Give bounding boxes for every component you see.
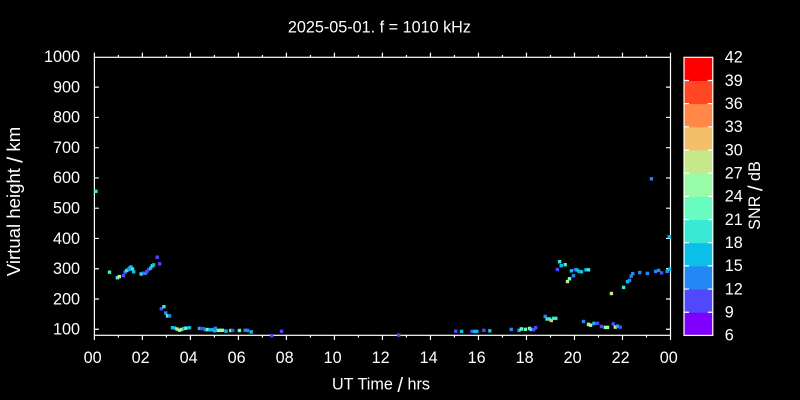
svg-text:SNR / dB: SNR / dB	[744, 161, 767, 230]
svg-text:22: 22	[612, 349, 630, 367]
svg-text:10: 10	[324, 349, 342, 367]
svg-text:600: 600	[53, 169, 80, 187]
svg-text:300: 300	[53, 260, 80, 278]
svg-text:UT Time / hrs: UT Time / hrs	[332, 374, 430, 397]
svg-text:36: 36	[725, 95, 743, 113]
svg-text:18: 18	[725, 234, 743, 252]
svg-text:27: 27	[725, 164, 743, 182]
svg-text:1000: 1000	[44, 48, 80, 66]
svg-text:20: 20	[564, 349, 582, 367]
svg-text:2025-05-01. f = 1010 kHz: 2025-05-01. f = 1010 kHz	[288, 19, 471, 37]
svg-text:42: 42	[725, 49, 743, 67]
svg-text:500: 500	[53, 200, 80, 218]
svg-text:00: 00	[84, 349, 102, 367]
svg-text:08: 08	[276, 349, 294, 367]
svg-text:06: 06	[228, 349, 246, 367]
svg-text:16: 16	[468, 349, 486, 367]
svg-text:12: 12	[725, 280, 743, 298]
svg-text:30: 30	[725, 141, 743, 159]
svg-text:400: 400	[53, 230, 80, 248]
svg-text:200: 200	[53, 290, 80, 308]
svg-text:9: 9	[725, 304, 734, 322]
svg-text:100: 100	[53, 321, 80, 339]
svg-text:12: 12	[372, 349, 390, 367]
svg-text:15: 15	[725, 257, 743, 275]
svg-text:900: 900	[53, 78, 80, 96]
svg-text:18: 18	[516, 349, 534, 367]
svg-text:6: 6	[725, 327, 734, 345]
svg-text:39: 39	[725, 72, 743, 90]
svg-text:700: 700	[53, 139, 80, 157]
svg-text:Virtual height / km: Virtual height / km	[3, 127, 28, 276]
svg-text:21: 21	[725, 211, 743, 229]
svg-text:33: 33	[725, 118, 743, 136]
svg-text:02: 02	[132, 349, 150, 367]
svg-text:14: 14	[420, 349, 438, 367]
svg-text:800: 800	[53, 109, 80, 127]
svg-text:24: 24	[725, 188, 743, 206]
svg-text:04: 04	[180, 349, 198, 367]
svg-text:00: 00	[660, 349, 678, 367]
